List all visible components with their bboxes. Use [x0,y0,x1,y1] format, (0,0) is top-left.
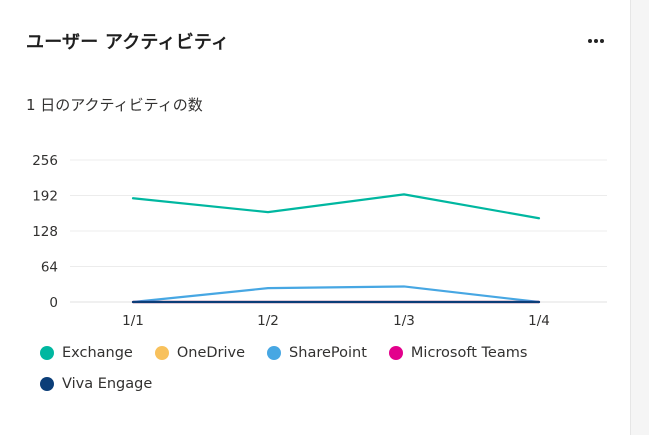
legend-swatch [267,346,282,360]
more-horizontal-icon [587,39,592,43]
y-tick-label: 64 [41,260,58,276]
legend-item-onedrive[interactable]: OneDrive [154,341,246,365]
legend-label: SharePoint [289,345,367,361]
legend-label: Exchange [62,345,133,361]
x-tick-label: 1/1 [122,313,144,329]
legend-item-microsoft-teams[interactable]: Microsoft Teams [388,341,528,365]
y-tick-label: 128 [32,224,58,240]
legend-label: OneDrive [176,345,246,361]
x-tick-label: 1/4 [528,313,550,329]
legend-item-viva-engage[interactable]: Viva Engage [40,372,152,396]
series-line-sharepoint [131,285,541,304]
more-options-button[interactable] [583,30,609,52]
legend-swatch [154,346,169,360]
more-dot [600,39,605,43]
y-tick-label: 256 [32,153,58,169]
legend-label: Viva Engage [62,376,153,392]
user-activity-card: ユーザー アクティビティ 1 日のアクティビティの数 0 64 128 192 256 1… [26,30,609,403]
activity-line-chart: 0 64 128 192 256 1/1 1/2 1/3 1/4 [32,153,607,329]
page-scroll-rail [630,0,649,435]
chart-legend: Exchange OneDrive SharePoint Microsoft Team… [40,341,600,403]
chart-subtitle: 1 日のアクティビティの数 [26,96,203,114]
more-dot [594,39,598,43]
legend-label: Microsoft Teams [410,345,528,361]
legend-swatch [40,346,54,360]
legend-swatch [388,346,403,360]
legend-item-exchange[interactable]: Exchange [40,341,133,365]
series-line-exchange [131,193,541,220]
y-tick-label: 192 [32,189,58,205]
legend-item-sharepoint[interactable]: SharePoint [267,341,367,365]
x-tick-label: 1/2 [257,313,279,329]
legend-swatch [40,377,54,391]
card-title: ユーザー アクティビティ [26,32,230,53]
x-tick-label: 1/3 [393,313,415,329]
y-tick-label: 0 [49,295,58,311]
